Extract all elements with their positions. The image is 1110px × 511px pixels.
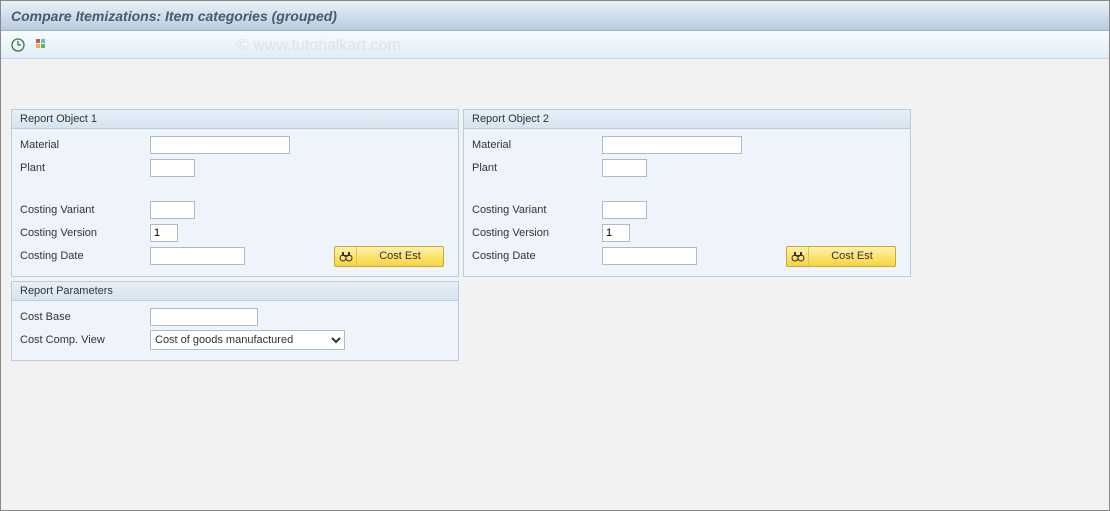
costing-version-input-1[interactable] [150,224,178,242]
report-object-1-header: Report Object 1 [12,110,458,129]
costing-version-input-2[interactable] [602,224,630,242]
cost-est-label-1: Cost Est [357,250,443,262]
binoculars-icon [335,247,357,266]
content-area: Report Object 1 Material Plant Costing V… [1,59,1109,371]
material-label-1: Material [20,139,150,151]
report-object-1-panel: Report Object 1 Material Plant Costing V… [11,109,459,277]
report-object-2-header: Report Object 2 [464,110,910,129]
material-input-2[interactable] [602,136,742,154]
title-bar: Compare Itemizations: Item categories (g… [1,1,1109,31]
costing-date-input-1[interactable] [150,247,245,265]
cost-est-label-2: Cost Est [809,250,895,262]
cost-base-input[interactable] [150,308,258,326]
costing-variant-input-2[interactable] [602,201,647,219]
plant-input-2[interactable] [602,159,647,177]
costing-version-label-1: Costing Version [20,227,150,239]
page-title: Compare Itemizations: Item categories (g… [11,8,337,24]
toolbar [1,31,1109,59]
report-parameters-panel: Report Parameters Cost Base Cost Comp. V… [11,281,459,361]
cost-comp-view-select[interactable]: Cost of goods manufactured [150,330,345,350]
costing-variant-input-1[interactable] [150,201,195,219]
costing-date-input-2[interactable] [602,247,697,265]
cost-est-button-1[interactable]: Cost Est [334,246,444,267]
costing-variant-label-1: Costing Variant [20,204,150,216]
plant-input-1[interactable] [150,159,195,177]
costing-variant-label-2: Costing Variant [472,204,602,216]
execute-icon[interactable] [9,36,27,54]
cost-est-button-2[interactable]: Cost Est [786,246,896,267]
cost-base-label: Cost Base [20,311,150,323]
costing-version-label-2: Costing Version [472,227,602,239]
material-label-2: Material [472,139,602,151]
plant-label-1: Plant [20,162,150,174]
binoculars-icon [787,247,809,266]
costing-date-label-1: Costing Date [20,250,150,262]
grid-icon[interactable] [33,36,51,54]
report-object-2-panel: Report Object 2 Material Plant Costing V… [463,109,911,277]
material-input-1[interactable] [150,136,290,154]
cost-comp-view-label: Cost Comp. View [20,334,150,346]
costing-date-label-2: Costing Date [472,250,602,262]
plant-label-2: Plant [472,162,602,174]
report-parameters-header: Report Parameters [12,282,458,301]
